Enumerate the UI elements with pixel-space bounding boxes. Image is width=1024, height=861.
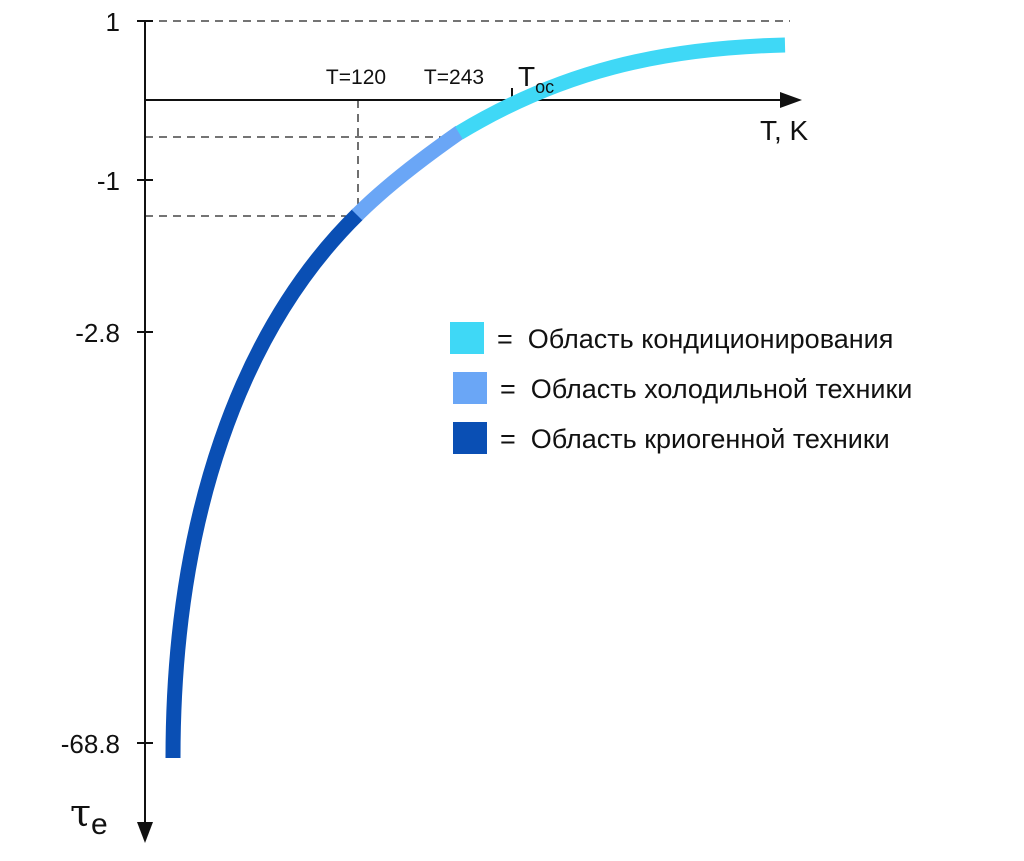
curve-segment-refrigeration	[351, 125, 465, 221]
marker-label-t243: T=243	[424, 66, 484, 89]
legend-swatch-conditioning	[450, 322, 484, 354]
legend-label-cryogenic: = Область криогенной техники	[500, 424, 890, 454]
legend-label-refrigeration: = Область холодильной техники	[500, 374, 912, 404]
marker-label-tos-sub: ос	[535, 77, 554, 97]
marker-label-tos: Tос	[518, 61, 554, 97]
y-tick-label-1: 1	[106, 7, 120, 37]
curve-segment-conditioning	[455, 37, 786, 140]
x-axis-arrow	[780, 92, 802, 108]
legend-swatch-cryogenic	[453, 422, 487, 454]
y-axis-title: τe	[70, 791, 108, 841]
y-axis-arrow	[137, 822, 153, 843]
y-tick-label-neg2-8: -2.8	[75, 318, 120, 348]
legend: = Область кондиционирования = Область хо…	[450, 322, 912, 454]
y-tick-label-neg1: -1	[97, 166, 120, 196]
legend-swatch-refrigeration	[453, 372, 487, 404]
curve-segment-cryogenic	[165, 208, 364, 759]
marker-label-t120: T=120	[326, 66, 386, 89]
y-axis-title-sub: e	[91, 808, 108, 841]
legend-label-conditioning: = Область кондиционирования	[497, 324, 893, 354]
x-axis-title: T, K	[760, 115, 809, 146]
y-axis-title-main: τ	[70, 791, 91, 835]
y-tick-label-neg68-8: -68.8	[61, 729, 120, 759]
marker-label-tos-main: T	[518, 61, 535, 92]
